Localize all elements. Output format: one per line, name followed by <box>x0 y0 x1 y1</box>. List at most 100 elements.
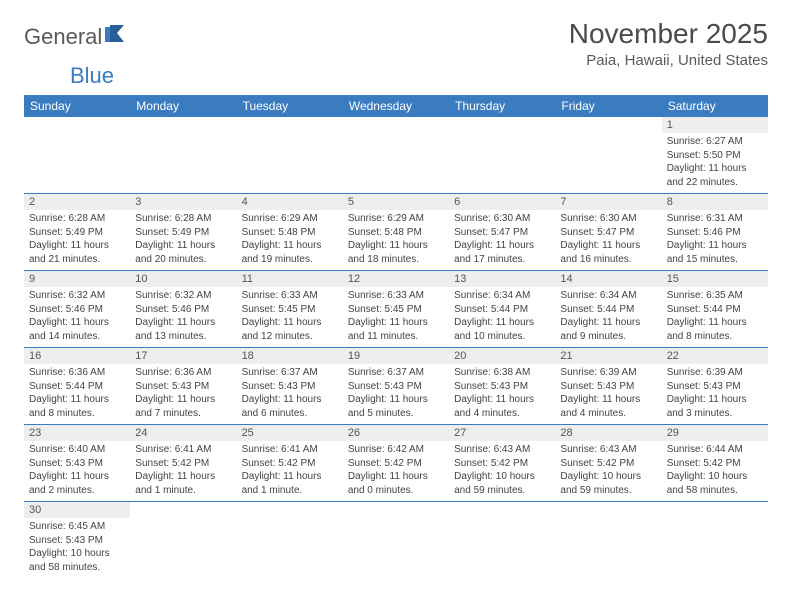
calendar-day: 27Sunrise: 6:43 AMSunset: 5:42 PMDayligh… <box>449 425 555 501</box>
sunrise-text: Sunrise: 6:28 AM <box>29 212 125 226</box>
daylight-text-1: Daylight: 11 hours <box>560 316 656 330</box>
calendar-header-tuesday: Tuesday <box>237 95 343 117</box>
day-number: 16 <box>24 348 130 364</box>
sunset-text: Sunset: 5:46 PM <box>29 303 125 317</box>
day-details: Sunrise: 6:34 AMSunset: 5:44 PMDaylight:… <box>449 287 555 347</box>
daylight-text-1: Daylight: 11 hours <box>454 239 550 253</box>
day-details: Sunrise: 6:38 AMSunset: 5:43 PMDaylight:… <box>449 364 555 424</box>
day-number: 4 <box>237 194 343 210</box>
daylight-text-2: and 0 minutes. <box>348 484 444 498</box>
calendar-day: 21Sunrise: 6:39 AMSunset: 5:43 PMDayligh… <box>555 348 661 424</box>
sunset-text: Sunset: 5:42 PM <box>560 457 656 471</box>
sunrise-text: Sunrise: 6:30 AM <box>454 212 550 226</box>
sunrise-text: Sunrise: 6:37 AM <box>242 366 338 380</box>
calendar-day: 4Sunrise: 6:29 AMSunset: 5:48 PMDaylight… <box>237 194 343 270</box>
sunrise-text: Sunrise: 6:38 AM <box>454 366 550 380</box>
daylight-text-1: Daylight: 11 hours <box>242 470 338 484</box>
sunset-text: Sunset: 5:44 PM <box>29 380 125 394</box>
sunset-text: Sunset: 5:42 PM <box>348 457 444 471</box>
day-number: 24 <box>130 425 236 441</box>
daylight-text-2: and 5 minutes. <box>348 407 444 421</box>
sunrise-text: Sunrise: 6:36 AM <box>135 366 231 380</box>
calendar-day: 14Sunrise: 6:34 AMSunset: 5:44 PMDayligh… <box>555 271 661 347</box>
day-number: 6 <box>449 194 555 210</box>
daylight-text-2: and 13 minutes. <box>135 330 231 344</box>
calendar-day: 2Sunrise: 6:28 AMSunset: 5:49 PMDaylight… <box>24 194 130 270</box>
calendar-day: 16Sunrise: 6:36 AMSunset: 5:44 PMDayligh… <box>24 348 130 424</box>
daylight-text-1: Daylight: 11 hours <box>454 316 550 330</box>
daylight-text-2: and 4 minutes. <box>560 407 656 421</box>
daylight-text-2: and 9 minutes. <box>560 330 656 344</box>
calendar-week: 23Sunrise: 6:40 AMSunset: 5:43 PMDayligh… <box>24 425 768 502</box>
day-details: Sunrise: 6:43 AMSunset: 5:42 PMDaylight:… <box>449 441 555 501</box>
daylight-text-2: and 58 minutes. <box>667 484 763 498</box>
daylight-text-2: and 1 minute. <box>135 484 231 498</box>
daylight-text-2: and 15 minutes. <box>667 253 763 267</box>
day-details: Sunrise: 6:37 AMSunset: 5:43 PMDaylight:… <box>343 364 449 424</box>
sunset-text: Sunset: 5:43 PM <box>667 380 763 394</box>
sunset-text: Sunset: 5:46 PM <box>135 303 231 317</box>
sunset-text: Sunset: 5:43 PM <box>348 380 444 394</box>
daylight-text-2: and 8 minutes. <box>29 407 125 421</box>
daylight-text-1: Daylight: 11 hours <box>29 470 125 484</box>
sunset-text: Sunset: 5:44 PM <box>667 303 763 317</box>
daylight-text-1: Daylight: 11 hours <box>135 393 231 407</box>
sunset-text: Sunset: 5:45 PM <box>348 303 444 317</box>
calendar-day: 3Sunrise: 6:28 AMSunset: 5:49 PMDaylight… <box>130 194 236 270</box>
day-details: Sunrise: 6:44 AMSunset: 5:42 PMDaylight:… <box>662 441 768 501</box>
calendar-day: 18Sunrise: 6:37 AMSunset: 5:43 PMDayligh… <box>237 348 343 424</box>
day-details: Sunrise: 6:43 AMSunset: 5:42 PMDaylight:… <box>555 441 661 501</box>
calendar-day-empty <box>555 502 661 578</box>
day-number: 3 <box>130 194 236 210</box>
sunset-text: Sunset: 5:42 PM <box>667 457 763 471</box>
day-number: 10 <box>130 271 236 287</box>
daylight-text-2: and 11 minutes. <box>348 330 444 344</box>
sunrise-text: Sunrise: 6:34 AM <box>454 289 550 303</box>
sunrise-text: Sunrise: 6:28 AM <box>135 212 231 226</box>
daylight-text-2: and 59 minutes. <box>560 484 656 498</box>
sunrise-text: Sunrise: 6:36 AM <box>29 366 125 380</box>
calendar-week: 30Sunrise: 6:45 AMSunset: 5:43 PMDayligh… <box>24 502 768 578</box>
sunrise-text: Sunrise: 6:29 AM <box>242 212 338 226</box>
daylight-text-1: Daylight: 11 hours <box>135 239 231 253</box>
day-details: Sunrise: 6:37 AMSunset: 5:43 PMDaylight:… <box>237 364 343 424</box>
calendar-day-empty <box>662 502 768 578</box>
day-number: 27 <box>449 425 555 441</box>
day-number: 1 <box>662 117 768 133</box>
daylight-text-2: and 16 minutes. <box>560 253 656 267</box>
daylight-text-1: Daylight: 11 hours <box>348 239 444 253</box>
daylight-text-2: and 3 minutes. <box>667 407 763 421</box>
daylight-text-1: Daylight: 11 hours <box>29 239 125 253</box>
day-details: Sunrise: 6:33 AMSunset: 5:45 PMDaylight:… <box>343 287 449 347</box>
logo-text-1: General <box>24 24 102 50</box>
sunrise-text: Sunrise: 6:41 AM <box>242 443 338 457</box>
day-number: 29 <box>662 425 768 441</box>
calendar-day-empty <box>24 117 130 193</box>
calendar-day: 11Sunrise: 6:33 AMSunset: 5:45 PMDayligh… <box>237 271 343 347</box>
daylight-text-1: Daylight: 10 hours <box>29 547 125 561</box>
sunrise-text: Sunrise: 6:29 AM <box>348 212 444 226</box>
sunrise-text: Sunrise: 6:43 AM <box>454 443 550 457</box>
day-details: Sunrise: 6:28 AMSunset: 5:49 PMDaylight:… <box>24 210 130 270</box>
sunrise-text: Sunrise: 6:44 AM <box>667 443 763 457</box>
daylight-text-1: Daylight: 11 hours <box>348 393 444 407</box>
daylight-text-2: and 59 minutes. <box>454 484 550 498</box>
calendar-header-saturday: Saturday <box>662 95 768 117</box>
calendar-day: 22Sunrise: 6:39 AMSunset: 5:43 PMDayligh… <box>662 348 768 424</box>
daylight-text-1: Daylight: 11 hours <box>667 316 763 330</box>
calendar-day: 20Sunrise: 6:38 AMSunset: 5:43 PMDayligh… <box>449 348 555 424</box>
sunset-text: Sunset: 5:43 PM <box>29 457 125 471</box>
calendar-week: 2Sunrise: 6:28 AMSunset: 5:49 PMDaylight… <box>24 194 768 271</box>
calendar-day: 29Sunrise: 6:44 AMSunset: 5:42 PMDayligh… <box>662 425 768 501</box>
day-number: 22 <box>662 348 768 364</box>
daylight-text-1: Daylight: 11 hours <box>348 316 444 330</box>
day-details: Sunrise: 6:29 AMSunset: 5:48 PMDaylight:… <box>237 210 343 270</box>
calendar-day: 10Sunrise: 6:32 AMSunset: 5:46 PMDayligh… <box>130 271 236 347</box>
day-details: Sunrise: 6:32 AMSunset: 5:46 PMDaylight:… <box>130 287 236 347</box>
day-details: Sunrise: 6:32 AMSunset: 5:46 PMDaylight:… <box>24 287 130 347</box>
daylight-text-2: and 14 minutes. <box>29 330 125 344</box>
day-number: 8 <box>662 194 768 210</box>
day-details: Sunrise: 6:40 AMSunset: 5:43 PMDaylight:… <box>24 441 130 501</box>
daylight-text-2: and 18 minutes. <box>348 253 444 267</box>
sunset-text: Sunset: 5:50 PM <box>667 149 763 163</box>
